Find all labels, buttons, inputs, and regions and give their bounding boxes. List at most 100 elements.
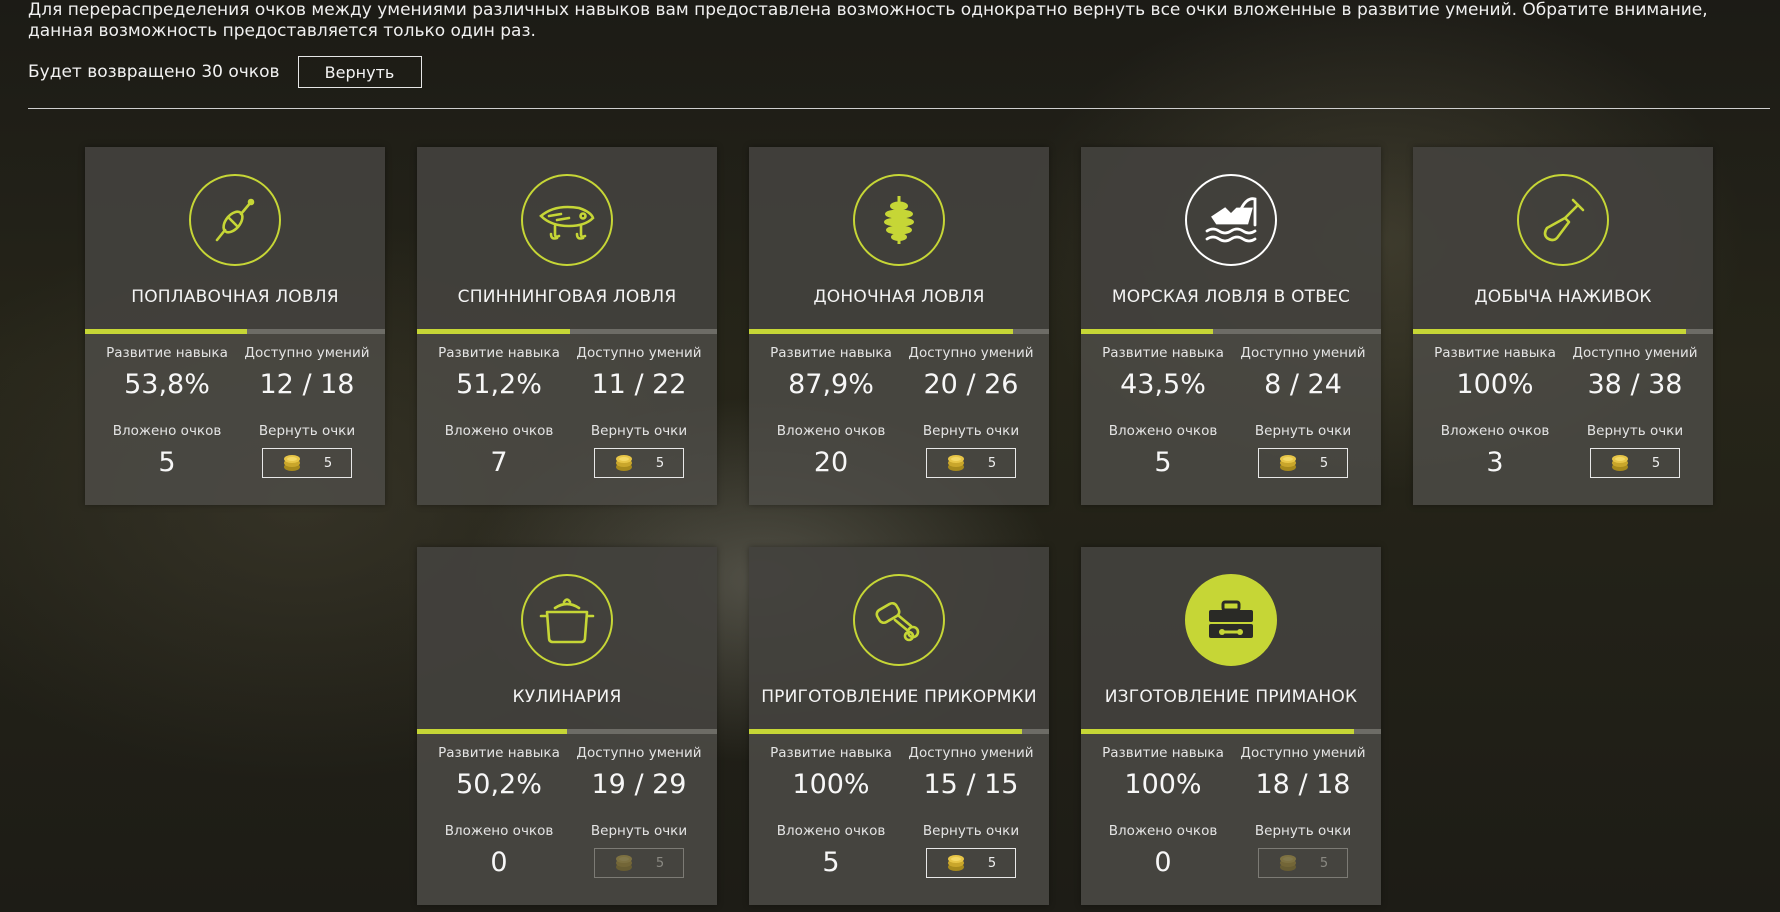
invested-label: Вложено очков bbox=[112, 423, 222, 439]
skill-card[interactable]: МОРСКАЯ ЛОВЛЯ В ОТВЕС Развитие навыка 43… bbox=[1081, 147, 1381, 505]
available-label: Доступно умений bbox=[1240, 745, 1366, 761]
coin-icon bbox=[1279, 855, 1296, 871]
skill-progress-fill bbox=[1081, 329, 1213, 334]
skill-progress-fill bbox=[1081, 729, 1354, 734]
return-points-button[interactable]: 5 bbox=[926, 848, 1016, 878]
available-label: Доступно умений bbox=[908, 745, 1034, 761]
boat-rod-icon bbox=[1185, 174, 1277, 266]
skill-card[interactable]: ДОНОЧНАЯ ЛОВЛЯ Развитие навыка 87,9% Дос… bbox=[749, 147, 1049, 505]
invested-label: Вложено очков bbox=[776, 423, 886, 439]
return-points-button[interactable]: 5 bbox=[926, 448, 1016, 478]
skill-card-header: СПИННИНГОВАЯ ЛОВЛЯ bbox=[417, 147, 717, 329]
return-cost: 5 bbox=[323, 455, 333, 471]
invested-label: Вложено очков bbox=[1108, 423, 1218, 439]
return-points-button[interactable]: 5 bbox=[262, 448, 352, 478]
skill-title: МОРСКАЯ ЛОВЛЯ В ОТВЕС bbox=[1111, 287, 1351, 307]
return-points-button[interactable]: 5 bbox=[1590, 448, 1680, 478]
return-cost: 5 bbox=[1319, 455, 1329, 471]
invested-value: 5 bbox=[1154, 447, 1172, 478]
skill-progress-fill bbox=[417, 729, 567, 734]
return-label: Вернуть очки bbox=[1586, 423, 1684, 439]
progress-value: 43,5% bbox=[1120, 369, 1206, 400]
skill-progress-bar bbox=[1081, 729, 1381, 734]
available-label: Доступно умений bbox=[244, 345, 370, 361]
progress-label: Развитие навыка bbox=[770, 345, 892, 361]
skill-card[interactable]: ИЗГОТОВЛЕНИЕ ПРИМАНОК Развитие навыка 10… bbox=[1081, 547, 1381, 905]
available-value: 20 / 26 bbox=[923, 369, 1019, 400]
skill-progress-bar bbox=[417, 729, 717, 734]
return-points-button: 5 bbox=[594, 848, 684, 878]
skill-progress-bar bbox=[1413, 329, 1713, 334]
skill-card-header: КУЛИНАРИЯ bbox=[417, 547, 717, 729]
progress-value: 100% bbox=[792, 769, 870, 800]
refund-all-button[interactable]: Вернуть bbox=[297, 56, 422, 88]
skill-progress-fill bbox=[1413, 329, 1686, 334]
available-value: 15 / 15 bbox=[923, 769, 1019, 800]
progress-value: 53,8% bbox=[124, 369, 210, 400]
progress-label: Развитие навыка bbox=[438, 745, 560, 761]
return-label: Вернуть очки bbox=[258, 423, 356, 439]
return-cost: 5 bbox=[987, 855, 997, 871]
available-label: Доступно умений bbox=[576, 345, 702, 361]
skill-progress-fill bbox=[749, 329, 1013, 334]
shovel-icon bbox=[1517, 174, 1609, 266]
progress-value: 100% bbox=[1456, 369, 1534, 400]
skill-card[interactable]: СПИННИНГОВАЯ ЛОВЛЯ Развитие навыка 51,2%… bbox=[417, 147, 717, 505]
skill-card[interactable]: ПОПЛАВОЧНАЯ ЛОВЛЯ Развитие навыка 53,8% … bbox=[85, 147, 385, 505]
coin-icon bbox=[947, 455, 964, 471]
return-points-button[interactable]: 5 bbox=[594, 448, 684, 478]
skill-card[interactable]: КУЛИНАРИЯ Развитие навыка 50,2% Доступно… bbox=[417, 547, 717, 905]
return-cost: 5 bbox=[987, 455, 997, 471]
invested-label: Вложено очков bbox=[444, 823, 554, 839]
skill-card[interactable]: ДОБЫЧА НАЖИВОК Развитие навыка 100% Дост… bbox=[1413, 147, 1713, 505]
feeder-spring-icon bbox=[853, 174, 945, 266]
refund-amount-text: Будет возвращено 30 очков bbox=[28, 62, 280, 82]
wobbler-lure-icon bbox=[521, 174, 613, 266]
skill-card-header: ПОПЛАВОЧНАЯ ЛОВЛЯ bbox=[85, 147, 385, 329]
skill-card-header: ПРИГОТОВЛЕНИЕ ПРИКОРМКИ bbox=[749, 547, 1049, 729]
skill-progress-fill bbox=[85, 329, 247, 334]
return-cost: 5 bbox=[655, 855, 665, 871]
skill-title: ПРИГОТОВЛЕНИЕ ПРИКОРМКИ bbox=[761, 687, 1037, 707]
invested-value: 20 bbox=[813, 447, 849, 478]
invested-value: 5 bbox=[158, 447, 176, 478]
available-value: 19 / 29 bbox=[591, 769, 687, 800]
skill-title: ДОНОЧНАЯ ЛОВЛЯ bbox=[813, 287, 985, 307]
progress-value: 87,9% bbox=[788, 369, 874, 400]
return-label: Вернуть очки bbox=[922, 423, 1020, 439]
progress-label: Развитие навыка bbox=[106, 345, 228, 361]
skill-title: КУЛИНАРИЯ bbox=[512, 687, 622, 707]
available-label: Доступно умений bbox=[576, 745, 702, 761]
return-points-button: 5 bbox=[1258, 848, 1348, 878]
available-value: 38 / 38 bbox=[1587, 369, 1683, 400]
coin-icon bbox=[1611, 455, 1628, 471]
invested-label: Вложено очков bbox=[776, 823, 886, 839]
invested-label: Вложено очков bbox=[1108, 823, 1218, 839]
skill-progress-fill bbox=[749, 729, 1022, 734]
skill-title: СПИННИНГОВАЯ ЛОВЛЯ bbox=[457, 287, 677, 307]
progress-label: Развитие навыка bbox=[1102, 345, 1224, 361]
invested-value: 3 bbox=[1486, 447, 1504, 478]
progress-label: Развитие навыка bbox=[1102, 745, 1224, 761]
toolbox-icon bbox=[1185, 574, 1277, 666]
skill-card-header: ДОНОЧНАЯ ЛОВЛЯ bbox=[749, 147, 1049, 329]
skill-progress-bar bbox=[1081, 329, 1381, 334]
progress-label: Развитие навыка bbox=[438, 345, 560, 361]
return-cost: 5 bbox=[1651, 455, 1661, 471]
invested-value: 5 bbox=[822, 847, 840, 878]
invested-value: 0 bbox=[490, 847, 508, 878]
refund-notice: Для перераспределения очков между умения… bbox=[28, 0, 1708, 41]
skill-title: ПОПЛАВОЧНАЯ ЛОВЛЯ bbox=[131, 287, 339, 307]
available-label: Доступно умений bbox=[1240, 345, 1366, 361]
return-points-button[interactable]: 5 bbox=[1258, 448, 1348, 478]
coin-icon bbox=[1279, 455, 1296, 471]
skill-card[interactable]: ПРИГОТОВЛЕНИЕ ПРИКОРМКИ Развитие навыка … bbox=[749, 547, 1049, 905]
available-value: 8 / 24 bbox=[1264, 369, 1342, 400]
coin-icon bbox=[615, 855, 632, 871]
cooking-pot-icon bbox=[521, 574, 613, 666]
invested-value: 0 bbox=[1154, 847, 1172, 878]
divider bbox=[28, 108, 1770, 109]
coin-icon bbox=[947, 855, 964, 871]
skill-card-header: МОРСКАЯ ЛОВЛЯ В ОТВЕС bbox=[1081, 147, 1381, 329]
invested-label: Вложено очков bbox=[444, 423, 554, 439]
